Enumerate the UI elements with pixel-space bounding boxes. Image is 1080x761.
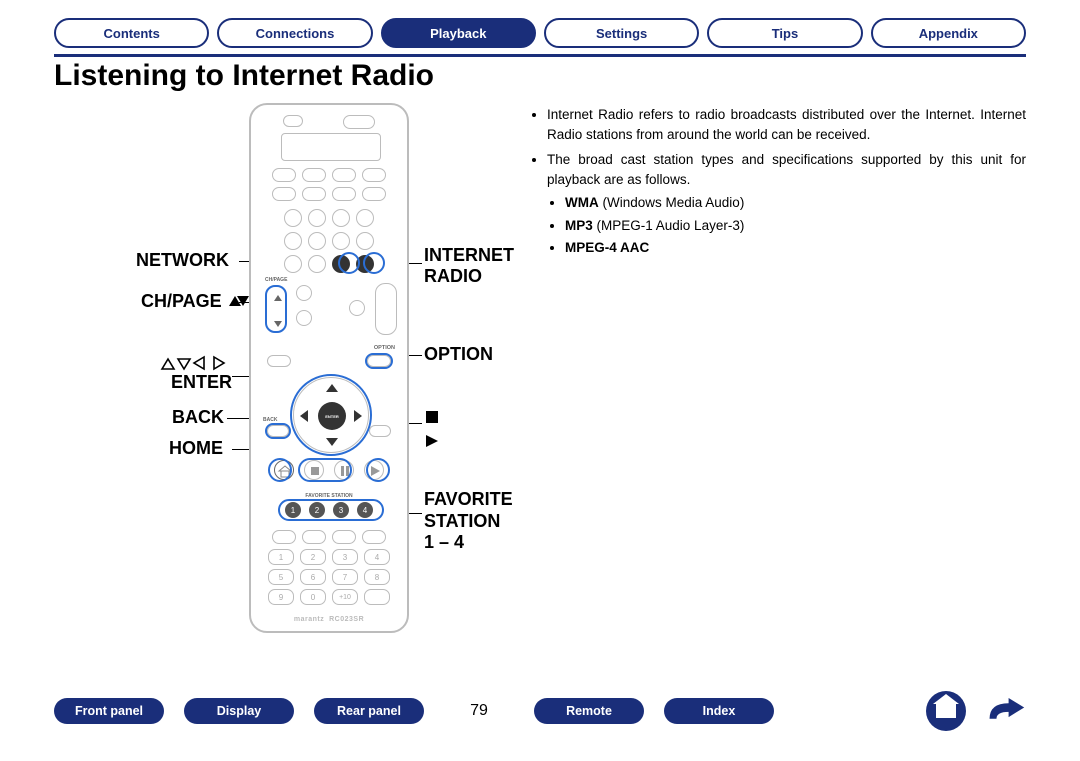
remote-btn-pause	[334, 460, 354, 480]
remote-btn	[302, 168, 326, 182]
remote-btn	[332, 187, 356, 201]
num-7: 7	[332, 569, 358, 585]
tab-connections[interactable]: Connections	[217, 18, 372, 48]
remote-btn-back	[267, 425, 289, 437]
remote-btn	[284, 255, 302, 273]
num-4: 4	[364, 549, 390, 565]
callout-network: NETWORK	[136, 250, 229, 271]
page-title: Listening to Internet Radio	[0, 57, 1080, 103]
chpage-text: CH/PAGE	[141, 291, 222, 311]
callout-internet-radio: INTERNETRADIO	[424, 245, 514, 286]
callout-favorite-station: FAVORITESTATION1 – 4	[424, 489, 513, 554]
remote-btn	[332, 168, 356, 182]
remote-btn	[272, 530, 296, 544]
num-0: 0	[300, 589, 326, 605]
remote-btn	[332, 530, 356, 544]
num-6: 6	[300, 569, 326, 585]
home-icon[interactable]	[926, 691, 966, 731]
num-9: 9	[268, 589, 294, 605]
fav-station-label: FAVORITE STATION	[251, 493, 407, 499]
callout-back: BACK	[172, 407, 224, 428]
remote-btn-stop	[304, 460, 324, 480]
fav-3: 3	[333, 502, 349, 518]
formats-intro: The broad cast station types and specifi…	[547, 150, 1026, 258]
tab-settings[interactable]: Settings	[544, 18, 699, 48]
fav-2: 2	[309, 502, 325, 518]
callout-arrows-enter: ENTER	[156, 355, 232, 394]
remote-btn	[302, 187, 326, 201]
enter-text: ENTER	[171, 372, 232, 392]
num-5: 5	[268, 569, 294, 585]
callout-stop-play	[424, 407, 440, 456]
remote-btn-home	[274, 460, 294, 480]
remote-btn-mute	[349, 300, 365, 316]
remote-chpage-rocker	[265, 285, 287, 333]
description: Internet Radio refers to radio broadcast…	[529, 103, 1026, 264]
remote-btn	[308, 209, 326, 227]
num-1: 1	[268, 549, 294, 565]
remote-body: CH/PAGE OPTION EN	[249, 103, 409, 633]
remote-btn	[332, 232, 350, 250]
remote-btn-setup	[369, 425, 391, 437]
remote-btn	[308, 232, 326, 250]
tab-playback[interactable]: Playback	[381, 18, 536, 48]
remote-btn	[272, 187, 296, 201]
format-mp3: MP3 (MPEG-1 Audio Layer-3)	[565, 216, 1026, 236]
page-number: 79	[454, 702, 504, 720]
tab-contents[interactable]: Contents	[54, 18, 209, 48]
remote-btn	[364, 589, 390, 605]
remote-btn	[267, 355, 291, 367]
remote-btn	[356, 232, 374, 250]
num-3: 3	[332, 549, 358, 565]
remote-screen	[281, 133, 381, 161]
remote-btn	[296, 285, 312, 301]
remote-btn	[272, 168, 296, 182]
remote-diagram: NETWORK CH/PAGE ENTER BACK HOME INTERNET…	[54, 103, 509, 264]
remote-btn	[284, 209, 302, 227]
fav-1: 1	[285, 502, 301, 518]
remote-btn	[302, 530, 326, 544]
remote-btn-iradio	[356, 255, 374, 273]
tab-appendix[interactable]: Appendix	[871, 18, 1026, 48]
callout-home: HOME	[169, 438, 223, 459]
footer-display[interactable]: Display	[184, 698, 294, 724]
remote-btn	[284, 232, 302, 250]
footer-index[interactable]: Index	[664, 698, 774, 724]
num-8: 8	[364, 569, 390, 585]
callout-chpage: CH/PAGE	[141, 291, 251, 312]
remote-btn	[332, 209, 350, 227]
remote-btn	[356, 209, 374, 227]
format-mpeg4: MPEG-4 AAC	[565, 238, 1026, 258]
remote-btn-network	[332, 255, 350, 273]
remote-btn	[362, 530, 386, 544]
remote-enter: ENTER	[318, 402, 346, 430]
footer-front-panel[interactable]: Front panel	[54, 698, 164, 724]
remote-volume-rocker	[375, 283, 397, 335]
remote-btn	[362, 168, 386, 182]
footer: Front panel Display Rear panel 79 Remote…	[54, 691, 1026, 731]
num-plus10: +10	[332, 589, 358, 605]
next-arrow-icon[interactable]	[986, 698, 1026, 724]
remote-btn	[296, 310, 312, 326]
fav-4: 4	[357, 502, 373, 518]
remote-btn	[308, 255, 326, 273]
remote-btn-play	[364, 460, 384, 480]
remote-btn	[283, 115, 303, 127]
num-2: 2	[300, 549, 326, 565]
tab-tips[interactable]: Tips	[707, 18, 862, 48]
remote-btn	[343, 115, 375, 129]
remote-navpad: ENTER	[293, 377, 369, 453]
remote-btn	[362, 187, 386, 201]
callout-option: OPTION	[424, 344, 493, 365]
remote-brand: marantz RC023SR	[251, 616, 407, 623]
footer-rear-panel[interactable]: Rear panel	[314, 698, 424, 724]
intro-text: Internet Radio refers to radio broadcast…	[547, 105, 1026, 144]
top-nav: Contents Connections Playback Settings T…	[0, 0, 1080, 48]
remote-btn-option	[367, 355, 391, 367]
footer-remote[interactable]: Remote	[534, 698, 644, 724]
format-wma: WMA (Windows Media Audio)	[565, 193, 1026, 213]
